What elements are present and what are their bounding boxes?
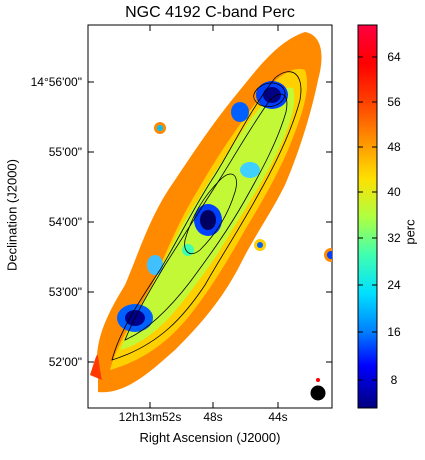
figure-title: NGC 4192 C-band Perc bbox=[125, 4, 295, 21]
y-axis-label: Declination (J2000) bbox=[4, 158, 20, 272]
y-tick-label: 14°56'00" bbox=[30, 75, 82, 89]
contour-lines bbox=[111, 71, 302, 361]
x-tick-label: 44s bbox=[268, 410, 288, 424]
y-tick-label: 54'00" bbox=[48, 215, 82, 229]
x-tick-label: 48s bbox=[203, 410, 223, 424]
colorbar-tick-label: 16 bbox=[387, 325, 401, 339]
y-tick-label: 52'00" bbox=[48, 355, 82, 369]
colorbar-label: perc bbox=[402, 219, 418, 245]
y-tick-label: 53'00" bbox=[48, 285, 82, 299]
y-tick-label: 55'00" bbox=[48, 145, 82, 159]
colorbar-tick-label: 48 bbox=[387, 140, 401, 154]
colorbar-ticks bbox=[358, 56, 377, 381]
colorbar-tick-label: 64 bbox=[387, 50, 401, 64]
x-tick-label: 12h13m52s bbox=[118, 410, 182, 424]
colorbar-tick-label: 32 bbox=[387, 231, 401, 245]
beam-marker bbox=[310, 385, 326, 401]
colorbar-tick-label: 56 bbox=[387, 95, 401, 109]
x-axis-label: Right Ascension (J2000) bbox=[139, 430, 281, 445]
colorbar bbox=[357, 24, 378, 409]
colorbar-tick-label: 24 bbox=[387, 278, 401, 292]
colorbar-tick-label: 8 bbox=[390, 373, 398, 387]
axis-ticks bbox=[88, 25, 332, 408]
emission-map bbox=[90, 32, 332, 393]
colorbar-tick-label: 40 bbox=[387, 185, 401, 199]
